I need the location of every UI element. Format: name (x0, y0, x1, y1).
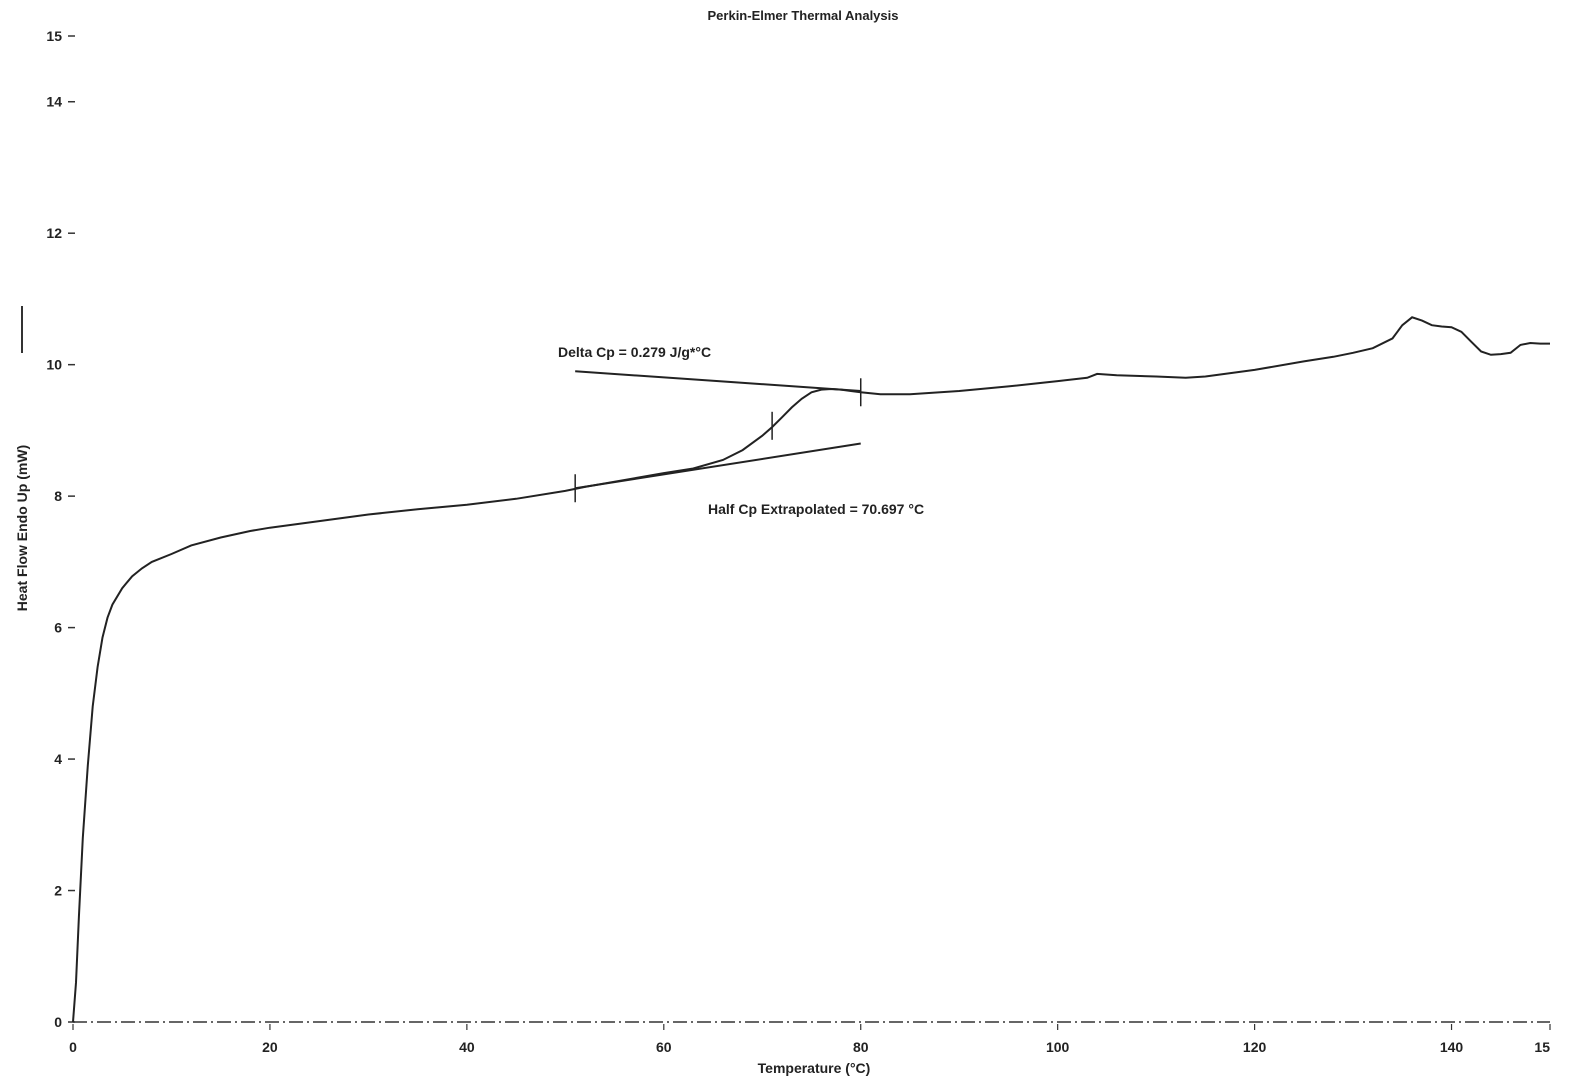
heat-flow-line (72, 316, 1550, 1023)
annotations (575, 370, 861, 490)
y-tick-label: 8 (54, 488, 62, 504)
x-axis: 0 20 40 60 80 100 120 140 15 (69, 1024, 1551, 1055)
x-axis-label: Temperature (°C) (758, 1060, 871, 1076)
x-tick-label: 40 (459, 1039, 475, 1055)
y-tick-label: 15 (46, 28, 62, 44)
delta-cp-annotation: Delta Cp = 0.279 J/g*°C (558, 344, 711, 360)
y-axis-label: Heat Flow Endo Up (mW) (14, 445, 30, 611)
y-tick-label: 10 (46, 357, 62, 373)
markers (574, 378, 862, 503)
y-axis: 0 2 4 6 8 10 12 14 15 (46, 28, 75, 1030)
x-tick-label: 60 (656, 1039, 672, 1055)
tangent-line (575, 370, 861, 392)
y-tick-label: 14 (46, 94, 62, 110)
x-tick-label: 120 (1243, 1039, 1267, 1055)
x-tick-label: 100 (1046, 1039, 1070, 1055)
x-tick-label: 0 (69, 1039, 77, 1055)
half-cp-annotation: Half Cp Extrapolated = 70.697 °C (708, 501, 924, 517)
y-tick-label: 2 (54, 883, 62, 899)
x-tick-label: 80 (853, 1039, 869, 1055)
x-tick-label: 15 (1534, 1039, 1550, 1055)
x-tick-label: 20 (262, 1039, 278, 1055)
y-tick-label: 6 (54, 620, 62, 636)
y-tick-label: 0 (54, 1014, 62, 1030)
y-tick-label: 12 (46, 225, 62, 241)
chart-title: Perkin-Elmer Thermal Analysis (708, 8, 899, 23)
y-tick-label: 4 (54, 751, 62, 767)
x-tick-label: 140 (1440, 1039, 1464, 1055)
